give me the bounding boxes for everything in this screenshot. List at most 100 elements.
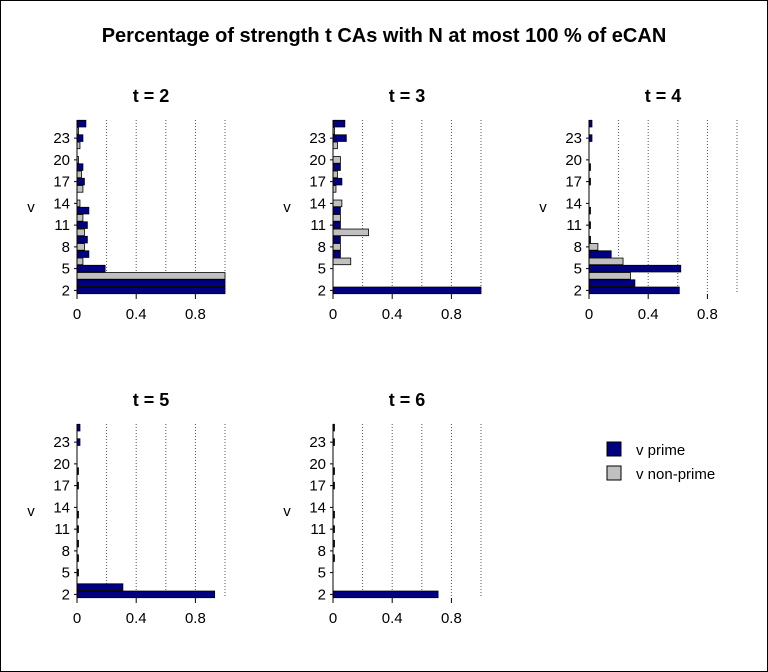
bar-nonprime	[588, 272, 631, 280]
bar-prime	[76, 264, 106, 273]
y-tick-label: 17	[309, 174, 326, 191]
bar-nonprime	[588, 257, 624, 266]
y-tick-label: 14	[53, 499, 70, 516]
x-tick-label: 0.4	[382, 610, 403, 627]
x-tick-label: 0.8	[697, 306, 718, 323]
bar-prime	[332, 134, 347, 142]
bar-prime	[76, 235, 88, 244]
y-tick-label: 2	[574, 282, 582, 299]
y-tick-label: 8	[62, 239, 70, 256]
x-tick-label: 0.4	[638, 306, 659, 323]
y-tick-label: 14	[309, 499, 326, 516]
y-tick-label: 11	[54, 217, 70, 234]
legend-swatch	[606, 441, 622, 457]
bar-nonprime	[76, 214, 84, 222]
bar-nonprime	[332, 199, 343, 208]
y-tick-label: 11	[54, 521, 70, 538]
y-tick-label: 8	[62, 543, 70, 560]
x-tick-label: 0	[73, 306, 81, 323]
y-tick-label: 11	[310, 521, 326, 538]
panel-title: t = 2	[133, 86, 170, 106]
bar-prime	[76, 206, 90, 215]
bar-nonprime	[332, 156, 341, 164]
x-tick-label: 0	[329, 306, 337, 323]
panel-3: t = 4 2 5 8 11 14 17 20 23 v 0 0.4 0.8	[539, 86, 738, 323]
bar-nonprime	[76, 272, 226, 280]
x-tick-label: 0.8	[441, 610, 462, 627]
bar-prime	[76, 590, 216, 599]
bar-prime	[76, 177, 85, 186]
chart-title: Percentage of strength t CAs with N at m…	[102, 25, 667, 47]
y-tick-label: 17	[309, 478, 326, 495]
panel-5: t = 6 2 5 8 11 14 17 20 23 v 0 0.4 0.8	[283, 390, 482, 627]
bar-nonprime	[332, 170, 338, 179]
y-tick-label: 2	[318, 586, 326, 603]
bar-prime	[332, 590, 439, 599]
y-tick-label: 14	[565, 195, 582, 212]
y-tick-label: 11	[310, 217, 326, 234]
bar-prime	[76, 163, 84, 171]
x-tick-label: 0.4	[126, 610, 147, 627]
bar-prime	[76, 286, 226, 295]
bar-nonprime	[332, 214, 341, 222]
bar-prime	[332, 119, 346, 128]
bar-prime	[76, 134, 84, 142]
y-tick-label: 11	[566, 217, 582, 234]
bar-nonprime	[588, 243, 599, 251]
y-tick-label: 23	[53, 130, 70, 147]
bar-nonprime	[332, 228, 369, 237]
y-tick-label: 23	[565, 130, 582, 147]
bar-prime	[332, 206, 341, 215]
y-tick-label: 2	[62, 586, 70, 603]
y-axis-label: v	[539, 199, 547, 216]
y-tick-label: 5	[318, 261, 326, 278]
legend-label: v prime	[636, 442, 685, 459]
y-tick-label: 20	[565, 152, 582, 169]
bar-prime	[588, 250, 612, 258]
bar-prime	[76, 583, 124, 591]
y-tick-label: 20	[309, 152, 326, 169]
bar-prime	[332, 177, 343, 186]
bar-nonprime	[76, 257, 84, 266]
x-tick-label: 0.4	[126, 306, 147, 323]
bar-prime	[332, 235, 341, 244]
bar-nonprime	[332, 243, 341, 251]
panel-title: t = 6	[389, 390, 426, 410]
y-axis-label: v	[27, 199, 35, 216]
panel-title: t = 3	[389, 86, 426, 106]
y-tick-label: 14	[53, 195, 70, 212]
y-tick-label: 17	[53, 478, 70, 495]
y-tick-label: 2	[62, 282, 70, 299]
bar-nonprime	[76, 185, 84, 193]
y-tick-label: 20	[53, 456, 70, 473]
bar-prime	[332, 286, 482, 295]
y-tick-label: 23	[309, 130, 326, 147]
y-tick-label: 14	[309, 195, 326, 212]
y-tick-label: 5	[574, 261, 582, 278]
legend-swatch	[606, 465, 622, 481]
panel-1: t = 2 2 5 8 11 14 17 20 23 v 0 0.4 0.8	[27, 86, 226, 323]
bar-prime	[588, 279, 636, 287]
x-tick-label: 0	[329, 610, 337, 627]
y-tick-label: 5	[62, 565, 70, 582]
y-tick-label: 8	[318, 543, 326, 560]
x-tick-label: 0.8	[185, 306, 206, 323]
x-tick-label: 0.8	[185, 610, 206, 627]
bar-nonprime	[76, 228, 85, 237]
x-tick-label: 0	[73, 610, 81, 627]
bar-prime	[332, 221, 341, 229]
panel-4: t = 5 2 5 8 11 14 17 20 23 v 0 0.4 0.8	[27, 390, 226, 627]
bar-nonprime	[76, 170, 82, 179]
y-tick-label: 20	[53, 152, 70, 169]
y-tick-label: 23	[53, 434, 70, 451]
bar-nonprime	[76, 243, 85, 251]
bar-prime	[76, 250, 90, 258]
panel-title: t = 5	[133, 390, 170, 410]
legend: v prime v non-prime	[606, 441, 715, 483]
x-tick-label: 0.4	[382, 306, 403, 323]
y-tick-label: 8	[318, 239, 326, 256]
bar-prime	[588, 264, 682, 273]
